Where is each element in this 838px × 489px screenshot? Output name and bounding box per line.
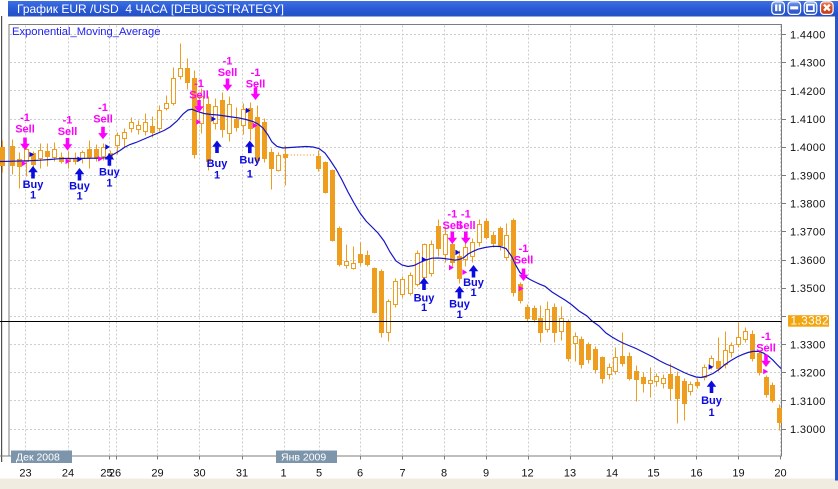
svg-text:Sell: Sell — [443, 220, 463, 232]
svg-text:1: 1 — [247, 168, 253, 180]
svg-text:5: 5 — [316, 467, 322, 479]
svg-text:1: 1 — [470, 287, 476, 299]
svg-text:Buy: Buy — [239, 154, 261, 166]
svg-text:Sell: Sell — [246, 79, 266, 91]
svg-text:1.4000: 1.4000 — [790, 142, 826, 154]
svg-text:Sell: Sell — [756, 343, 776, 355]
svg-text:8: 8 — [441, 467, 447, 479]
svg-text:-1: -1 — [461, 208, 471, 220]
svg-text:1: 1 — [280, 467, 286, 479]
svg-text:1.3100: 1.3100 — [790, 396, 826, 408]
svg-text:1.4100: 1.4100 — [790, 114, 826, 126]
svg-text:Sell: Sell — [93, 114, 113, 126]
svg-text:График EUR /USD 4 ЧАСА [DEBUG: График EUR /USD 4 ЧАСА [DEBUGSTRATEGY] — [17, 2, 284, 16]
svg-text:Buy: Buy — [701, 395, 723, 407]
svg-text:Sell: Sell — [218, 67, 238, 79]
svg-text:13: 13 — [564, 467, 576, 479]
svg-text:6: 6 — [357, 467, 363, 479]
svg-text:1.4200: 1.4200 — [790, 86, 826, 98]
svg-text:23: 23 — [19, 467, 31, 479]
svg-text:7: 7 — [399, 467, 405, 479]
svg-text:12: 12 — [521, 467, 533, 479]
svg-text:1.3500: 1.3500 — [790, 283, 826, 295]
svg-text:15: 15 — [647, 467, 659, 479]
svg-text:Buy: Buy — [99, 166, 121, 178]
svg-text:1.4300: 1.4300 — [790, 58, 826, 70]
svg-text:Buy: Buy — [449, 298, 471, 310]
svg-text:Buy: Buy — [207, 158, 229, 170]
svg-text:1: 1 — [214, 169, 220, 181]
svg-text:20: 20 — [774, 467, 786, 479]
svg-text:1: 1 — [456, 309, 462, 321]
svg-text:Sell: Sell — [15, 124, 35, 136]
svg-text:1.3000: 1.3000 — [790, 424, 826, 436]
svg-text:-1: -1 — [761, 331, 771, 343]
svg-text:25: 25 — [100, 467, 112, 479]
svg-text:Buy: Buy — [69, 180, 91, 192]
svg-text:Дек 2008: Дек 2008 — [16, 452, 60, 464]
svg-text:1.3300: 1.3300 — [790, 339, 826, 351]
svg-text:Buy: Buy — [463, 277, 485, 289]
svg-text:Sell: Sell — [514, 255, 534, 267]
svg-text:1: 1 — [76, 190, 82, 202]
svg-text:1: 1 — [106, 178, 112, 190]
svg-text:30: 30 — [193, 467, 205, 479]
svg-text:16: 16 — [690, 467, 702, 479]
svg-text:-1: -1 — [251, 67, 261, 79]
svg-text:Янв 2009: Янв 2009 — [281, 452, 326, 464]
svg-text:Buy: Buy — [23, 179, 45, 191]
svg-text:1: 1 — [30, 189, 36, 201]
svg-text:Sell: Sell — [456, 220, 476, 232]
svg-text:-1: -1 — [98, 102, 108, 114]
svg-text:-1: -1 — [63, 114, 73, 126]
svg-text:29: 29 — [151, 467, 163, 479]
svg-text:-1: -1 — [519, 243, 529, 255]
svg-text:-1: -1 — [223, 55, 233, 67]
svg-text:Exponential_Moving_Average: Exponential_Moving_Average — [12, 26, 160, 38]
svg-text:24: 24 — [62, 467, 74, 479]
svg-text:9: 9 — [483, 467, 489, 479]
svg-text:1.3900: 1.3900 — [790, 170, 826, 182]
svg-text:1.3600: 1.3600 — [790, 255, 826, 267]
svg-text:31: 31 — [236, 467, 248, 479]
svg-text:1.3200: 1.3200 — [790, 368, 826, 380]
svg-text:1.4400: 1.4400 — [790, 29, 826, 41]
svg-text:14: 14 — [606, 467, 618, 479]
svg-text:1.3382: 1.3382 — [791, 314, 829, 328]
svg-text:-1: -1 — [447, 208, 457, 220]
svg-text:1: 1 — [421, 302, 427, 314]
svg-text:-1: -1 — [20, 112, 30, 124]
svg-text:26: 26 — [109, 467, 121, 479]
svg-text:1.3800: 1.3800 — [790, 199, 826, 211]
svg-text:Sell: Sell — [189, 90, 209, 102]
svg-text:1: 1 — [708, 407, 714, 419]
svg-text:-1: -1 — [194, 78, 204, 90]
svg-text:Sell: Sell — [58, 126, 78, 138]
svg-text:19: 19 — [732, 467, 744, 479]
svg-text:1.3700: 1.3700 — [790, 227, 826, 239]
svg-text:Buy: Buy — [414, 292, 436, 304]
